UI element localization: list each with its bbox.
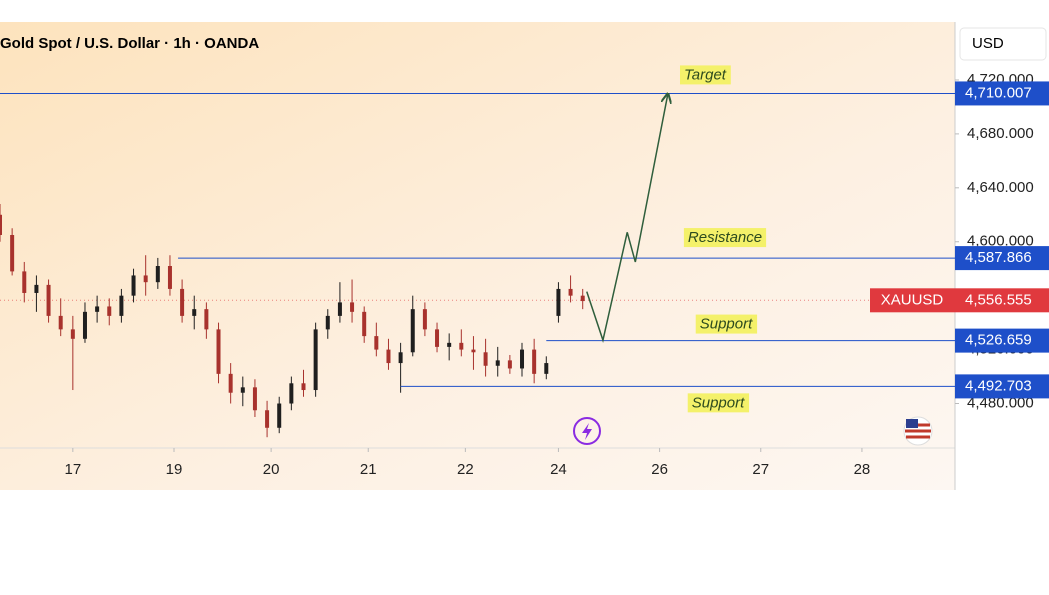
currency-label[interactable]: USD [972, 35, 1004, 52]
candle-body [119, 295, 124, 316]
candle-body [228, 373, 233, 393]
candle-body [471, 349, 476, 353]
candle-body [544, 363, 549, 374]
symbol-tag [870, 288, 955, 313]
alert-icon[interactable] [573, 417, 601, 445]
candle-body [192, 309, 197, 316]
candle-body [180, 288, 185, 316]
candle-body [301, 383, 306, 391]
candle-body [313, 329, 318, 391]
y-tick-label: 4,480.000 [967, 394, 1034, 411]
x-tick-label: 27 [752, 461, 769, 478]
candle-body [289, 383, 294, 404]
candle-body [398, 352, 403, 364]
candle-body [374, 336, 379, 350]
annotation-highlight [695, 314, 758, 334]
candle-body [507, 360, 512, 369]
candle-body [107, 306, 112, 316]
x-tick-label: 22 [457, 461, 474, 478]
y-tick-label: 4,600.000 [967, 233, 1034, 250]
candle-body [386, 349, 391, 364]
x-tick-label: 21 [360, 461, 377, 478]
last-price-tag [955, 288, 1049, 313]
annotation-highlight [683, 228, 767, 248]
candle-body [131, 275, 136, 296]
x-tick-label: 20 [263, 461, 280, 478]
candle-body [532, 349, 537, 374]
flag-icon[interactable] [903, 416, 933, 446]
candle-body [350, 302, 355, 312]
candle-body [422, 309, 427, 330]
price-tag-label: 4,587.866 [965, 249, 1032, 266]
candle-body [435, 329, 440, 347]
candle-body [447, 342, 452, 347]
last-price-label: 4,556.555 [965, 291, 1032, 308]
candle-body [0, 214, 2, 235]
projection-arrow [586, 95, 668, 343]
candle-body [362, 311, 367, 337]
candle-body [459, 342, 464, 350]
x-tick-label: 17 [64, 461, 81, 478]
candle-body [410, 309, 415, 353]
price-tag [955, 246, 1049, 271]
candle-body [252, 387, 257, 411]
candle-body [325, 315, 330, 330]
candle-body [167, 266, 172, 289]
price-tag [955, 374, 1049, 399]
candle-body [46, 284, 51, 316]
level-annotation: Support [700, 316, 753, 333]
candle-body [568, 288, 573, 296]
annotation-highlight [687, 393, 750, 413]
currency-button[interactable] [959, 27, 1047, 61]
candle-body [58, 315, 63, 330]
x-tick-label: 26 [651, 461, 668, 478]
candle-body [556, 288, 561, 316]
candle-body [10, 235, 15, 272]
level-annotation: Target [684, 66, 727, 83]
candle-body [70, 329, 75, 339]
level-annotation: Resistance [688, 229, 762, 246]
candle-body [155, 266, 160, 283]
x-tick-label: 24 [550, 461, 567, 478]
candle-body [22, 271, 27, 293]
candle-body [204, 309, 209, 330]
price-tag-label: 4,492.703 [965, 377, 1032, 394]
price-tag [955, 328, 1049, 353]
x-tick-label: 19 [166, 461, 183, 478]
candle-body [265, 410, 270, 428]
price-tag-label: 4,710.007 [965, 84, 1032, 101]
candle-body [34, 284, 39, 293]
candle-body [216, 329, 221, 374]
candle-body [143, 275, 148, 283]
candle-body [337, 302, 342, 316]
candle-body [240, 387, 245, 393]
candle-body [95, 306, 100, 312]
chart-title: Gold Spot / U.S. Dollar · 1h · OANDA [0, 35, 259, 52]
candle-body [580, 295, 585, 302]
price-tag-label: 4,526.659 [965, 332, 1032, 349]
x-tick-label: 28 [854, 461, 871, 478]
candle-body [277, 403, 282, 428]
candle-body [483, 352, 488, 366]
level-annotation: Support [692, 394, 745, 411]
chart-background [0, 22, 955, 490]
annotation-highlight [680, 65, 731, 85]
candle-body [82, 311, 87, 339]
y-tick-label: 4,680.000 [967, 125, 1034, 142]
candle-body [495, 360, 500, 366]
y-tick-label: 4,640.000 [967, 179, 1034, 196]
price-tag [955, 81, 1049, 106]
symbol-tag-label: XAUUSD [881, 291, 944, 308]
candle-body [520, 349, 525, 369]
